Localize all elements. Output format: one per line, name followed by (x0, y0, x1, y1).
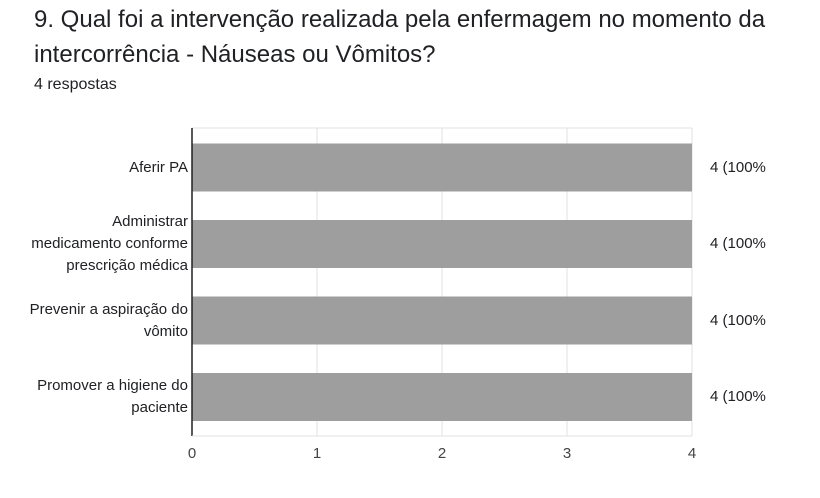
bar (192, 220, 692, 268)
category-label: Promover a higiene do paciente (37, 375, 188, 419)
x-tick-label: 0 (187, 445, 197, 462)
category-label: Prevenir a aspiração do vômito (30, 299, 188, 343)
bar-data-label: 4 (100% (710, 388, 766, 405)
category-label-line: paciente (131, 399, 188, 416)
category-label: Aferir PA (129, 157, 188, 179)
bar (192, 143, 692, 192)
category-label: Administrar medicamento conforme prescriçã… (31, 211, 188, 277)
x-tick-label: 2 (437, 445, 447, 462)
category-label-line: Promover a higiene do (37, 377, 188, 394)
x-tick-label: 4 (687, 445, 697, 462)
category-label-line: Prevenir a aspiração do (29, 300, 188, 318)
bar (192, 296, 692, 345)
category-label-line: prescrição médica (66, 257, 188, 274)
response-count: 4 respostas (34, 76, 117, 93)
x-tick-label: 1 (312, 445, 322, 462)
question-title: 9. Qual foi a intervenção realizada pela… (34, 6, 766, 68)
bar-data-label: 4 (100% (710, 235, 766, 252)
x-tick-label: 3 (562, 445, 572, 462)
category-label-line: Administrar (112, 213, 188, 230)
category-label-line: Aferir PA (129, 158, 188, 176)
bar-data-label: 4 (100% (710, 158, 766, 176)
category-label-line: vômito (143, 322, 188, 340)
bar (192, 373, 692, 421)
category-label-line: medicamento conforme (31, 235, 188, 252)
bar-data-label: 4 (100% (710, 311, 766, 329)
